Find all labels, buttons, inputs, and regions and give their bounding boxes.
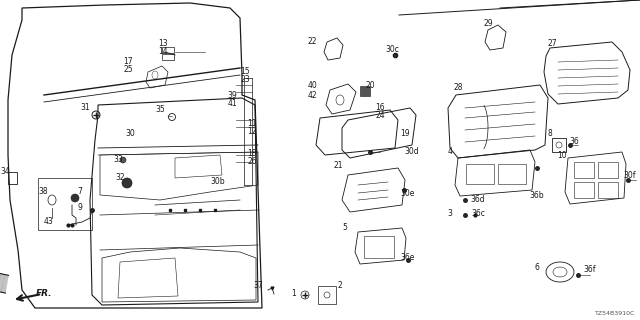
Text: 7: 7 xyxy=(77,188,83,196)
Text: 9: 9 xyxy=(77,204,83,212)
Text: 30e: 30e xyxy=(401,188,415,197)
Text: 43: 43 xyxy=(43,218,53,227)
Text: 20: 20 xyxy=(365,81,375,90)
Text: 8: 8 xyxy=(548,129,552,138)
Bar xyxy=(8,172,17,184)
Circle shape xyxy=(120,157,126,163)
Text: 19: 19 xyxy=(400,129,410,138)
Text: 36b: 36b xyxy=(530,190,544,199)
Text: 30c: 30c xyxy=(385,45,399,54)
Text: 41: 41 xyxy=(227,100,237,108)
Text: 5: 5 xyxy=(342,223,348,233)
Polygon shape xyxy=(1,275,8,293)
Bar xyxy=(598,162,618,178)
Text: 38: 38 xyxy=(38,188,48,196)
Text: 2: 2 xyxy=(338,282,342,291)
Text: 31: 31 xyxy=(80,103,90,113)
Text: 11: 11 xyxy=(247,118,257,127)
Text: 15: 15 xyxy=(240,68,250,76)
Text: 34: 34 xyxy=(0,167,10,177)
Text: 10: 10 xyxy=(557,150,567,159)
Text: 36: 36 xyxy=(569,137,579,146)
Text: 23: 23 xyxy=(240,76,250,84)
Text: 30: 30 xyxy=(125,129,135,138)
Text: 6: 6 xyxy=(534,263,540,273)
Bar xyxy=(574,182,594,198)
Circle shape xyxy=(71,194,79,202)
Text: 42: 42 xyxy=(307,92,317,100)
Text: 17: 17 xyxy=(123,58,133,67)
Text: 25: 25 xyxy=(123,66,133,75)
Text: 30b: 30b xyxy=(211,178,225,187)
Text: 16: 16 xyxy=(375,103,385,113)
Text: 18: 18 xyxy=(247,148,257,157)
Text: 27: 27 xyxy=(547,39,557,49)
Bar xyxy=(498,164,526,184)
Text: 13: 13 xyxy=(158,39,168,49)
Text: 3: 3 xyxy=(447,209,452,218)
Text: 14: 14 xyxy=(158,47,168,57)
Text: 30f: 30f xyxy=(624,172,636,180)
Bar xyxy=(360,86,370,96)
Bar xyxy=(162,47,174,53)
Circle shape xyxy=(122,178,132,188)
Text: 26: 26 xyxy=(247,156,257,165)
Text: 28: 28 xyxy=(453,84,463,92)
Text: 39: 39 xyxy=(227,92,237,100)
Text: 22: 22 xyxy=(307,37,317,46)
Bar xyxy=(552,138,566,152)
Text: 21: 21 xyxy=(333,162,343,171)
Bar xyxy=(318,286,336,304)
Bar xyxy=(364,236,394,258)
Text: TZ54B3910C: TZ54B3910C xyxy=(595,311,635,316)
Text: 1: 1 xyxy=(292,290,296,299)
Text: 30d: 30d xyxy=(404,148,419,156)
Bar xyxy=(162,54,174,60)
Text: 24: 24 xyxy=(375,111,385,121)
Text: 36f: 36f xyxy=(584,266,596,275)
Text: 29: 29 xyxy=(483,19,493,28)
Text: FR.: FR. xyxy=(36,289,52,298)
Text: 36c: 36c xyxy=(471,209,485,218)
Text: 33: 33 xyxy=(113,156,123,164)
Bar xyxy=(598,182,618,198)
Text: 40: 40 xyxy=(307,82,317,91)
Text: 4: 4 xyxy=(447,148,452,156)
Text: 37: 37 xyxy=(253,282,263,291)
Polygon shape xyxy=(0,273,1,291)
Text: 36e: 36e xyxy=(401,253,415,262)
Text: 32: 32 xyxy=(115,173,125,182)
Bar xyxy=(466,164,494,184)
Bar xyxy=(574,162,594,178)
Text: 12: 12 xyxy=(247,126,257,135)
Polygon shape xyxy=(0,274,5,292)
Text: 35: 35 xyxy=(155,106,165,115)
Text: 36d: 36d xyxy=(470,196,485,204)
